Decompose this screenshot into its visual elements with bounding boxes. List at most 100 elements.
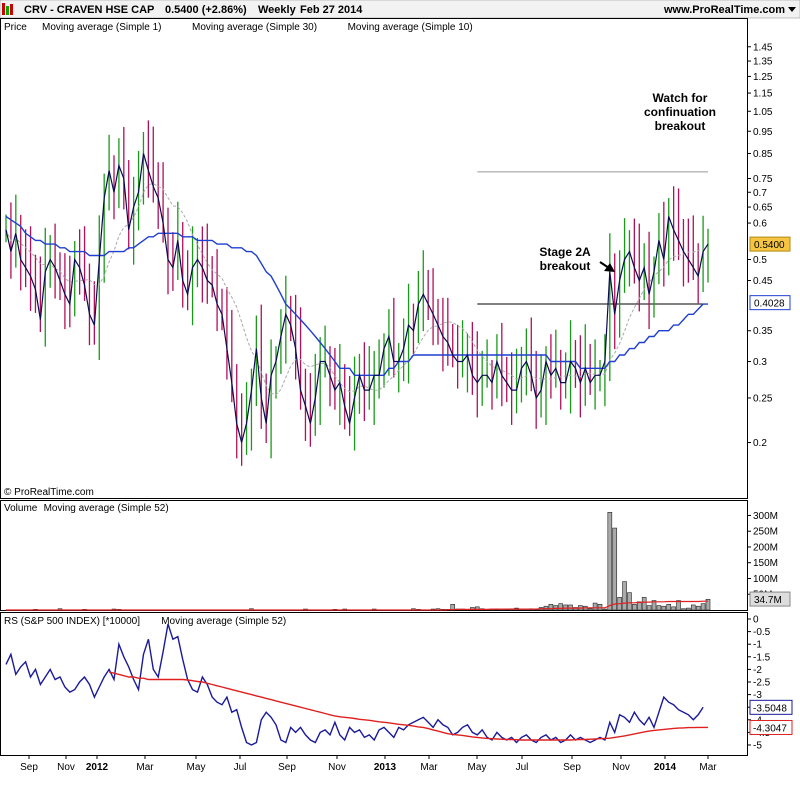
- volume-ma52-line: [6, 600, 708, 611]
- price-panel: [0, 18, 748, 499]
- price-layer: Price Moving average (Simple 1) Moving ave…: [4, 22, 709, 466]
- volume-y-tick-label: 200M: [753, 542, 778, 553]
- volume-bar: [607, 512, 613, 611]
- price-y-tick-label: 0.5: [753, 255, 767, 266]
- price-y-tick-label: 0.6: [753, 219, 767, 230]
- watch-text-1: Watch for: [653, 91, 708, 105]
- volume-bar: [651, 600, 657, 611]
- x-tick-label: Sep: [20, 762, 38, 773]
- price-legend-item: Moving average (Simple 1): [42, 22, 162, 33]
- price-y-tick-label: 0.45: [753, 276, 773, 287]
- price-y-tick-label: 0.7: [753, 188, 767, 199]
- ma30-value-label: 0.4028: [754, 299, 785, 310]
- chart-menu-icon[interactable]: [2, 3, 13, 15]
- volume-bar: [592, 602, 598, 611]
- x-tick-label: Nov: [57, 762, 75, 773]
- stage-text-2: breakout: [540, 259, 591, 273]
- current-price-label: 0.5400: [754, 240, 785, 251]
- stage-text-1: Stage 2A: [539, 245, 591, 259]
- watch-text-3: breakout: [655, 119, 706, 133]
- rs-y-tick-label: 0: [753, 615, 759, 626]
- current-price-badge: [749, 236, 791, 252]
- breakout-arrow: [599, 261, 615, 272]
- volume-legend-item: Volume: [4, 503, 38, 514]
- ma1-line: [5, 153, 709, 443]
- x-tick-label: Mar: [699, 762, 717, 773]
- price-legend-item: Moving average (Simple 30): [192, 22, 317, 33]
- period-label: Weekly: [258, 4, 297, 16]
- price-y-tick-label: 0.3: [753, 357, 767, 368]
- caret-icon[interactable]: [788, 7, 796, 12]
- volume-legend-item: Moving average (Simple 52): [44, 503, 169, 514]
- volume-bar: [597, 604, 603, 611]
- volume-last-label: 34.7M: [754, 595, 782, 606]
- price-y-tick-label: 0.65: [753, 203, 773, 214]
- volume-bar: [676, 600, 681, 611]
- x-tick-label: Jul: [234, 762, 247, 773]
- rs-y-tick-label: -1.5: [753, 652, 771, 663]
- volume-bar: [558, 603, 564, 611]
- volume-layer: Volume Moving average (Simple 52): [4, 503, 711, 611]
- volume-panel: [0, 500, 748, 611]
- volume-y-tick-label: 150M: [753, 558, 778, 569]
- volume-bar: [553, 605, 559, 611]
- volume-bar: [671, 606, 676, 611]
- rs-y-tick-label: -0.5: [753, 627, 771, 638]
- volume-bar: [641, 597, 647, 611]
- volume-bar: [646, 605, 652, 611]
- volume-bar: [695, 605, 701, 611]
- volume-bar: [681, 608, 686, 611]
- volume-bar: [700, 603, 706, 611]
- rs-value-badge: [749, 699, 793, 715]
- volume-bar: [568, 604, 573, 611]
- price-y-tick-label: 1.45: [753, 42, 773, 53]
- volume-bar: [632, 604, 637, 611]
- volume-bar: [705, 598, 711, 611]
- price-y-tick-label: 0.95: [753, 127, 773, 138]
- rs-value-label: -3.5048: [753, 703, 787, 714]
- volume-bar: [563, 604, 568, 611]
- x-tick-label: 2014: [654, 762, 677, 773]
- volume-bar: [587, 608, 593, 611]
- x-tick-label: Nov: [328, 762, 346, 773]
- symbol-title: CRV - CRAVEN HSE CAP: [24, 4, 154, 16]
- rs-legend-item: RS (S&P 500 INDEX) [*10000]: [4, 616, 140, 627]
- volume-bar: [661, 605, 667, 611]
- price-change: 0.5400 (+2.86%): [165, 4, 247, 16]
- x-tick-label: 2013: [374, 762, 397, 773]
- volume-last-badge: [749, 591, 791, 607]
- x-tick-label: Sep: [563, 762, 581, 773]
- price-y-tick-label: 0.75: [753, 174, 773, 185]
- volume-bar: [622, 581, 627, 611]
- price-y-tick-label: 0.2: [753, 438, 767, 449]
- x-tick-label: Sep: [278, 762, 296, 773]
- x-tick-label: Mar: [136, 762, 154, 773]
- volume-y-tick-label: 300M: [753, 511, 778, 522]
- website-label: www.ProRealTime.com: [663, 4, 785, 16]
- axis-layer: 1.45 1.35 1.25 1.15 1.05 0.95 0.85 0.75 0.7 0.65 0…: [20, 42, 793, 773]
- volume-bar: [666, 604, 672, 611]
- price-y-tick-label: 1.15: [753, 89, 773, 100]
- rs-layer: RS (S&P 500 INDEX) [*10000] Moving averag…: [4, 616, 708, 746]
- rs-y-tick-label: -2: [753, 665, 762, 676]
- volume-bar: [573, 607, 578, 611]
- x-tick-label: May: [468, 762, 487, 773]
- price-y-tick-label: 1.05: [753, 107, 773, 118]
- volume-bar: [690, 604, 696, 611]
- volume-bar: [602, 608, 608, 611]
- price-y-tick-label: 0.25: [753, 393, 773, 404]
- price-legend-item: Moving average (Simple 10): [348, 22, 473, 33]
- copyright: © ProRealTime.com: [4, 487, 94, 498]
- rs-ma-badge: [749, 719, 793, 735]
- volume-bar: [548, 604, 554, 611]
- volume-bar: [686, 607, 691, 611]
- rs-y-tick-label: -1: [753, 640, 762, 651]
- volume-bar: [656, 605, 662, 611]
- price-y-tick-label: 1.25: [753, 72, 773, 83]
- volume-bar: [627, 592, 632, 611]
- rs-y-tick-label: -5: [753, 741, 762, 752]
- date-label: Feb 27 2014: [300, 4, 363, 16]
- rs-ma52-line: [108, 671, 708, 741]
- volume-bar: [612, 527, 618, 611]
